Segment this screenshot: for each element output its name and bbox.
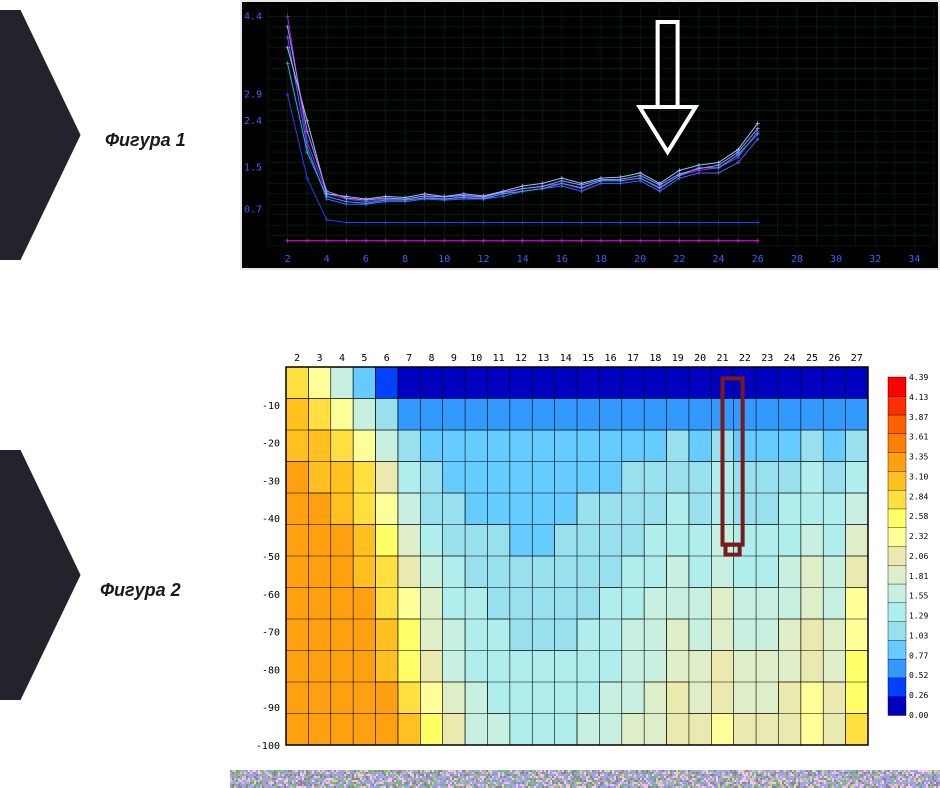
svg-text:2.4: 2.4 xyxy=(244,116,262,127)
svg-text:8: 8 xyxy=(402,254,408,265)
svg-text:22: 22 xyxy=(739,353,751,364)
svg-text:24: 24 xyxy=(784,353,796,364)
svg-text:18: 18 xyxy=(649,353,661,364)
svg-text:24: 24 xyxy=(713,254,725,265)
svg-text:16: 16 xyxy=(556,254,568,265)
svg-text:1.55: 1.55 xyxy=(909,592,928,601)
svg-text:9: 9 xyxy=(451,353,457,364)
svg-text:3.87: 3.87 xyxy=(909,413,928,422)
svg-text:0.77: 0.77 xyxy=(909,651,928,660)
svg-text:32: 32 xyxy=(869,254,881,265)
svg-text:-90: -90 xyxy=(262,703,280,714)
svg-text:0.52: 0.52 xyxy=(909,671,928,680)
svg-text:4: 4 xyxy=(324,254,330,265)
figure1-label: Фигура 1 xyxy=(105,130,186,151)
svg-text:20: 20 xyxy=(694,353,706,364)
svg-text:30: 30 xyxy=(830,254,842,265)
svg-text:-100: -100 xyxy=(256,741,280,752)
svg-text:0.00: 0.00 xyxy=(909,711,928,720)
figure2-label: Фигура 2 xyxy=(100,580,181,601)
svg-text:-70: -70 xyxy=(262,628,280,639)
chart2-contour-map: 2345678910111213141516171819202122232425… xyxy=(240,345,940,755)
svg-text:26: 26 xyxy=(752,254,764,265)
svg-text:16: 16 xyxy=(605,353,617,364)
svg-text:5: 5 xyxy=(361,353,367,364)
svg-text:15: 15 xyxy=(582,353,594,364)
svg-text:6: 6 xyxy=(363,254,369,265)
svg-text:25: 25 xyxy=(806,353,818,364)
svg-text:17: 17 xyxy=(627,353,639,364)
noise-strip xyxy=(230,770,940,788)
svg-text:1.03: 1.03 xyxy=(909,631,928,640)
svg-text:4.4: 4.4 xyxy=(244,11,262,22)
svg-text:2.58: 2.58 xyxy=(909,512,928,521)
svg-text:-30: -30 xyxy=(262,476,280,487)
svg-text:-50: -50 xyxy=(262,552,280,563)
svg-text:3.61: 3.61 xyxy=(909,433,928,442)
svg-text:22: 22 xyxy=(673,254,685,265)
svg-text:11: 11 xyxy=(493,353,505,364)
svg-text:26: 26 xyxy=(828,353,840,364)
svg-text:-80: -80 xyxy=(262,665,280,676)
svg-text:34: 34 xyxy=(908,254,920,265)
svg-text:2.06: 2.06 xyxy=(909,552,928,561)
arrow-block-bottom xyxy=(0,450,90,700)
svg-text:8: 8 xyxy=(428,353,434,364)
svg-text:23: 23 xyxy=(761,353,773,364)
svg-text:14: 14 xyxy=(560,353,572,364)
svg-text:2: 2 xyxy=(294,353,300,364)
svg-text:4: 4 xyxy=(339,353,345,364)
svg-text:12: 12 xyxy=(515,353,527,364)
svg-text:18: 18 xyxy=(595,254,607,265)
svg-text:14: 14 xyxy=(517,254,529,265)
svg-text:1.81: 1.81 xyxy=(909,572,928,581)
svg-text:6: 6 xyxy=(384,353,390,364)
svg-text:2: 2 xyxy=(285,254,291,265)
svg-text:1.5: 1.5 xyxy=(244,163,262,174)
svg-text:2.84: 2.84 xyxy=(909,492,928,501)
chart1-line-plot: 2468101214161820222426283032340.71.52.42… xyxy=(240,0,940,270)
svg-text:12: 12 xyxy=(477,254,489,265)
arrow-block-top xyxy=(0,10,90,260)
svg-text:19: 19 xyxy=(672,353,684,364)
svg-text:13: 13 xyxy=(537,353,549,364)
svg-text:3: 3 xyxy=(317,353,323,364)
svg-text:2.32: 2.32 xyxy=(909,532,928,541)
svg-text:1.29: 1.29 xyxy=(909,612,928,621)
svg-text:2.9: 2.9 xyxy=(244,90,262,101)
svg-text:-20: -20 xyxy=(262,439,280,450)
svg-text:28: 28 xyxy=(791,254,803,265)
svg-text:4.13: 4.13 xyxy=(909,393,928,402)
svg-text:-10: -10 xyxy=(262,401,280,412)
svg-text:4.39: 4.39 xyxy=(909,373,928,382)
svg-text:3.10: 3.10 xyxy=(909,472,928,481)
svg-text:0.7: 0.7 xyxy=(244,204,262,215)
svg-text:21: 21 xyxy=(716,353,728,364)
svg-text:10: 10 xyxy=(470,353,482,364)
svg-text:3.35: 3.35 xyxy=(909,453,928,462)
svg-text:20: 20 xyxy=(634,254,646,265)
svg-text:-60: -60 xyxy=(262,590,280,601)
svg-text:27: 27 xyxy=(851,353,863,364)
svg-text:10: 10 xyxy=(438,254,450,265)
svg-text:7: 7 xyxy=(406,353,412,364)
svg-text:-40: -40 xyxy=(262,514,280,525)
svg-text:0.26: 0.26 xyxy=(909,691,928,700)
